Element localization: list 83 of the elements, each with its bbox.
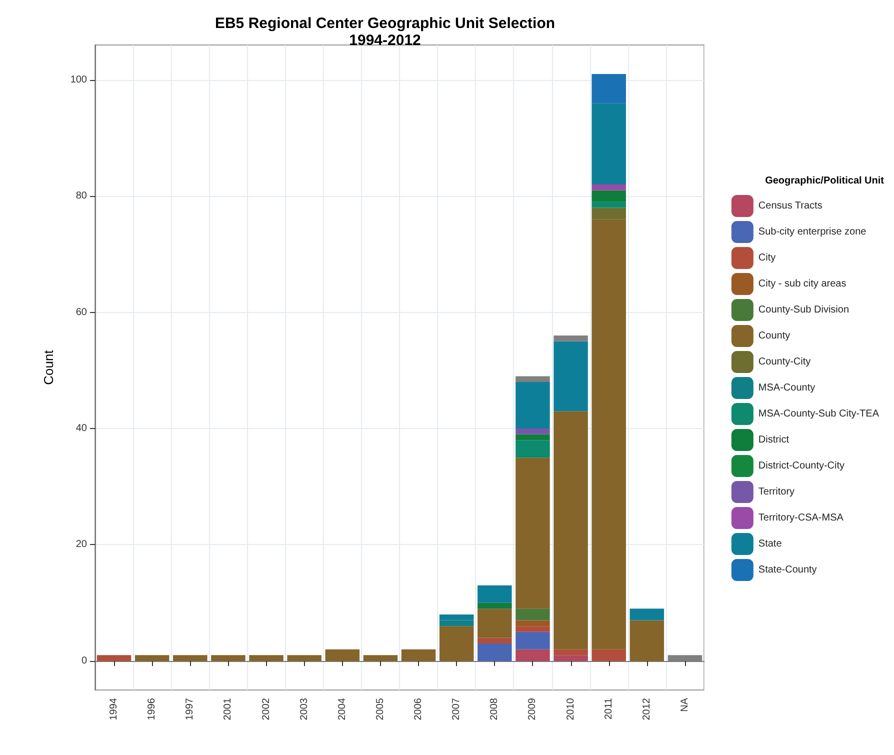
bar	[554, 655, 588, 661]
bar	[516, 608, 550, 620]
legend-label: County-Sub Division	[758, 304, 850, 316]
bar	[173, 655, 208, 661]
y-tick-label: 60	[76, 306, 88, 318]
bar	[439, 620, 474, 626]
bar	[516, 376, 550, 382]
x-tick-label: 2001	[222, 698, 234, 720]
bar	[554, 336, 588, 342]
bar	[516, 649, 550, 661]
x-tick-label: 1996	[146, 698, 158, 720]
legend-label: District-County-City	[758, 460, 845, 472]
legend-label: Territory-CSA-MSA	[758, 512, 844, 524]
legend-title: Geographic/Political Unit	[765, 176, 885, 186]
bar	[516, 440, 550, 458]
y-tick-label: 100	[70, 74, 88, 86]
x-tick-label: 1997	[184, 698, 196, 720]
legend-label: Census Tracts	[758, 200, 822, 212]
bar	[554, 649, 588, 656]
legend-label: State	[758, 538, 782, 550]
x-tick-label: 2010	[565, 698, 576, 720]
bar	[287, 655, 322, 661]
bar	[134, 655, 170, 661]
x-tick-label: NA	[679, 698, 690, 712]
legend-label: MSA-County-Sub City-TEA	[758, 408, 880, 420]
x-tick-label: 2005	[374, 698, 386, 720]
bar	[96, 655, 132, 661]
bar	[478, 644, 512, 661]
bar	[249, 655, 284, 661]
bar	[592, 184, 626, 190]
y-tick-label: 20	[76, 539, 88, 550]
bar	[478, 602, 512, 609]
bar	[592, 649, 626, 661]
bar	[439, 626, 474, 661]
bar	[401, 649, 436, 661]
bar	[516, 458, 550, 609]
x-tick-label: 1994	[108, 698, 120, 720]
bar	[592, 103, 626, 184]
legend-label: State-County	[758, 564, 817, 576]
x-tick-label: 2004	[336, 698, 348, 720]
x-tick-label: 2003	[298, 698, 310, 720]
legend-label: City - sub city areas	[758, 278, 846, 290]
bar	[554, 341, 588, 412]
bar	[478, 608, 512, 638]
bar	[325, 649, 360, 661]
bar	[516, 620, 550, 626]
legend-label: Territory	[758, 486, 795, 498]
x-tick-label: 2012	[641, 698, 652, 720]
bar	[516, 382, 550, 429]
x-tick-label: 2007	[451, 698, 462, 720]
x-tick-label: 2008	[489, 698, 500, 720]
y-tick-label: 40	[76, 423, 88, 434]
bar	[211, 655, 246, 661]
bar	[516, 428, 550, 434]
legend-label: Sub-city enterprise zone	[758, 226, 867, 238]
bar	[516, 632, 550, 650]
bar	[592, 219, 626, 650]
bar	[554, 411, 588, 650]
chart-title: EB5 Regional Center Geographic Unit Selection 1994-2012	[214, 15, 556, 49]
legend-label: District	[758, 434, 790, 446]
x-tick-label: 2009	[527, 698, 538, 720]
x-tick-label: 2002	[260, 698, 272, 720]
y-axis-title: Count	[41, 350, 56, 385]
bar	[478, 585, 512, 603]
bar	[516, 434, 550, 440]
bar	[592, 74, 626, 104]
legend-label: MSA-County	[758, 382, 816, 394]
y-tick-label: 80	[76, 190, 88, 202]
bar	[363, 655, 398, 661]
legend-label: County-City	[758, 356, 811, 368]
legend-label: County	[758, 330, 790, 342]
x-tick-label: 2006	[413, 698, 424, 720]
bar	[592, 202, 626, 208]
bar	[439, 614, 474, 620]
x-tick-label: 2011	[603, 698, 614, 720]
bar	[630, 620, 664, 661]
legend-label: City	[758, 252, 776, 264]
y-tick-label: 0	[81, 655, 88, 666]
bar	[592, 208, 626, 220]
bar	[592, 190, 626, 202]
bar	[478, 638, 512, 644]
bar	[630, 608, 664, 620]
bar	[516, 626, 550, 632]
